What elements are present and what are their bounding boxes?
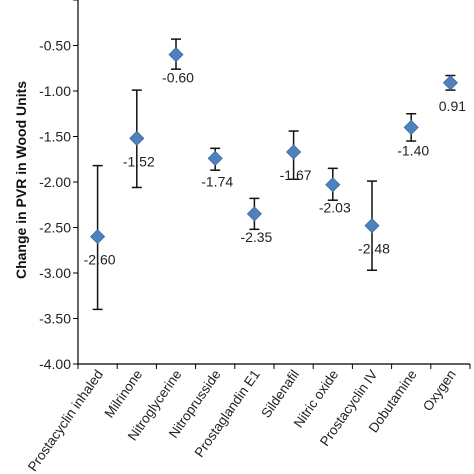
data-label: -0.60 (162, 70, 194, 86)
data-point (129, 130, 145, 146)
y-tick-label: -3.50 (39, 311, 71, 327)
data-point (286, 144, 302, 160)
y-tick-label: -0.50 (39, 38, 71, 54)
y-tick-label: -2.50 (39, 220, 71, 236)
data-point (442, 75, 458, 91)
data-point (90, 229, 106, 245)
y-tick-label: -3.00 (39, 265, 71, 281)
data-point (325, 177, 341, 193)
data-label: -1.74 (201, 173, 233, 189)
data-point (168, 47, 184, 63)
x-tick-label: Prostacyclin inhaled (25, 367, 106, 474)
data-label: -1.40 (397, 142, 429, 158)
data-point (207, 150, 223, 166)
data-point (364, 218, 380, 234)
data-label: -2.48 (358, 241, 390, 257)
x-tick-label: Sildenafil (258, 367, 302, 420)
data-point (403, 119, 419, 135)
x-axis: Prostacyclin inhaledMilrinoneNitroglycer… (25, 364, 471, 474)
data-point (246, 206, 262, 222)
data-label: -2.60 (84, 252, 116, 268)
data-label: 0.91 (439, 98, 466, 114)
y-axis-label: Change in PVR in Wood Units (13, 81, 29, 279)
data-label: -2.03 (319, 200, 351, 216)
y-tick-label: -1.50 (39, 129, 71, 145)
y-tick-label: -4.00 (39, 356, 71, 372)
y-tick-label: -2.00 (39, 174, 71, 190)
data-labels: -2.60 -1.52 -0.60 -1.74 -2.35 -1.67 -2.03 -2.48… (84, 70, 467, 268)
y-axis: -0.50 -1.00 -1.50 -2.00 -2.50 -3.00 -3.50 -4.00 (39, 0, 78, 372)
data-points (90, 47, 458, 245)
x-tick-label: Milrinone (102, 367, 146, 420)
data-label: -2.35 (240, 229, 272, 245)
x-tick-label: Oxygen (420, 367, 459, 414)
data-label: -1.52 (123, 153, 155, 169)
data-label: -1.67 (280, 167, 312, 183)
error-bars (92, 38, 456, 311)
y-tick-label: -1.00 (39, 83, 71, 99)
